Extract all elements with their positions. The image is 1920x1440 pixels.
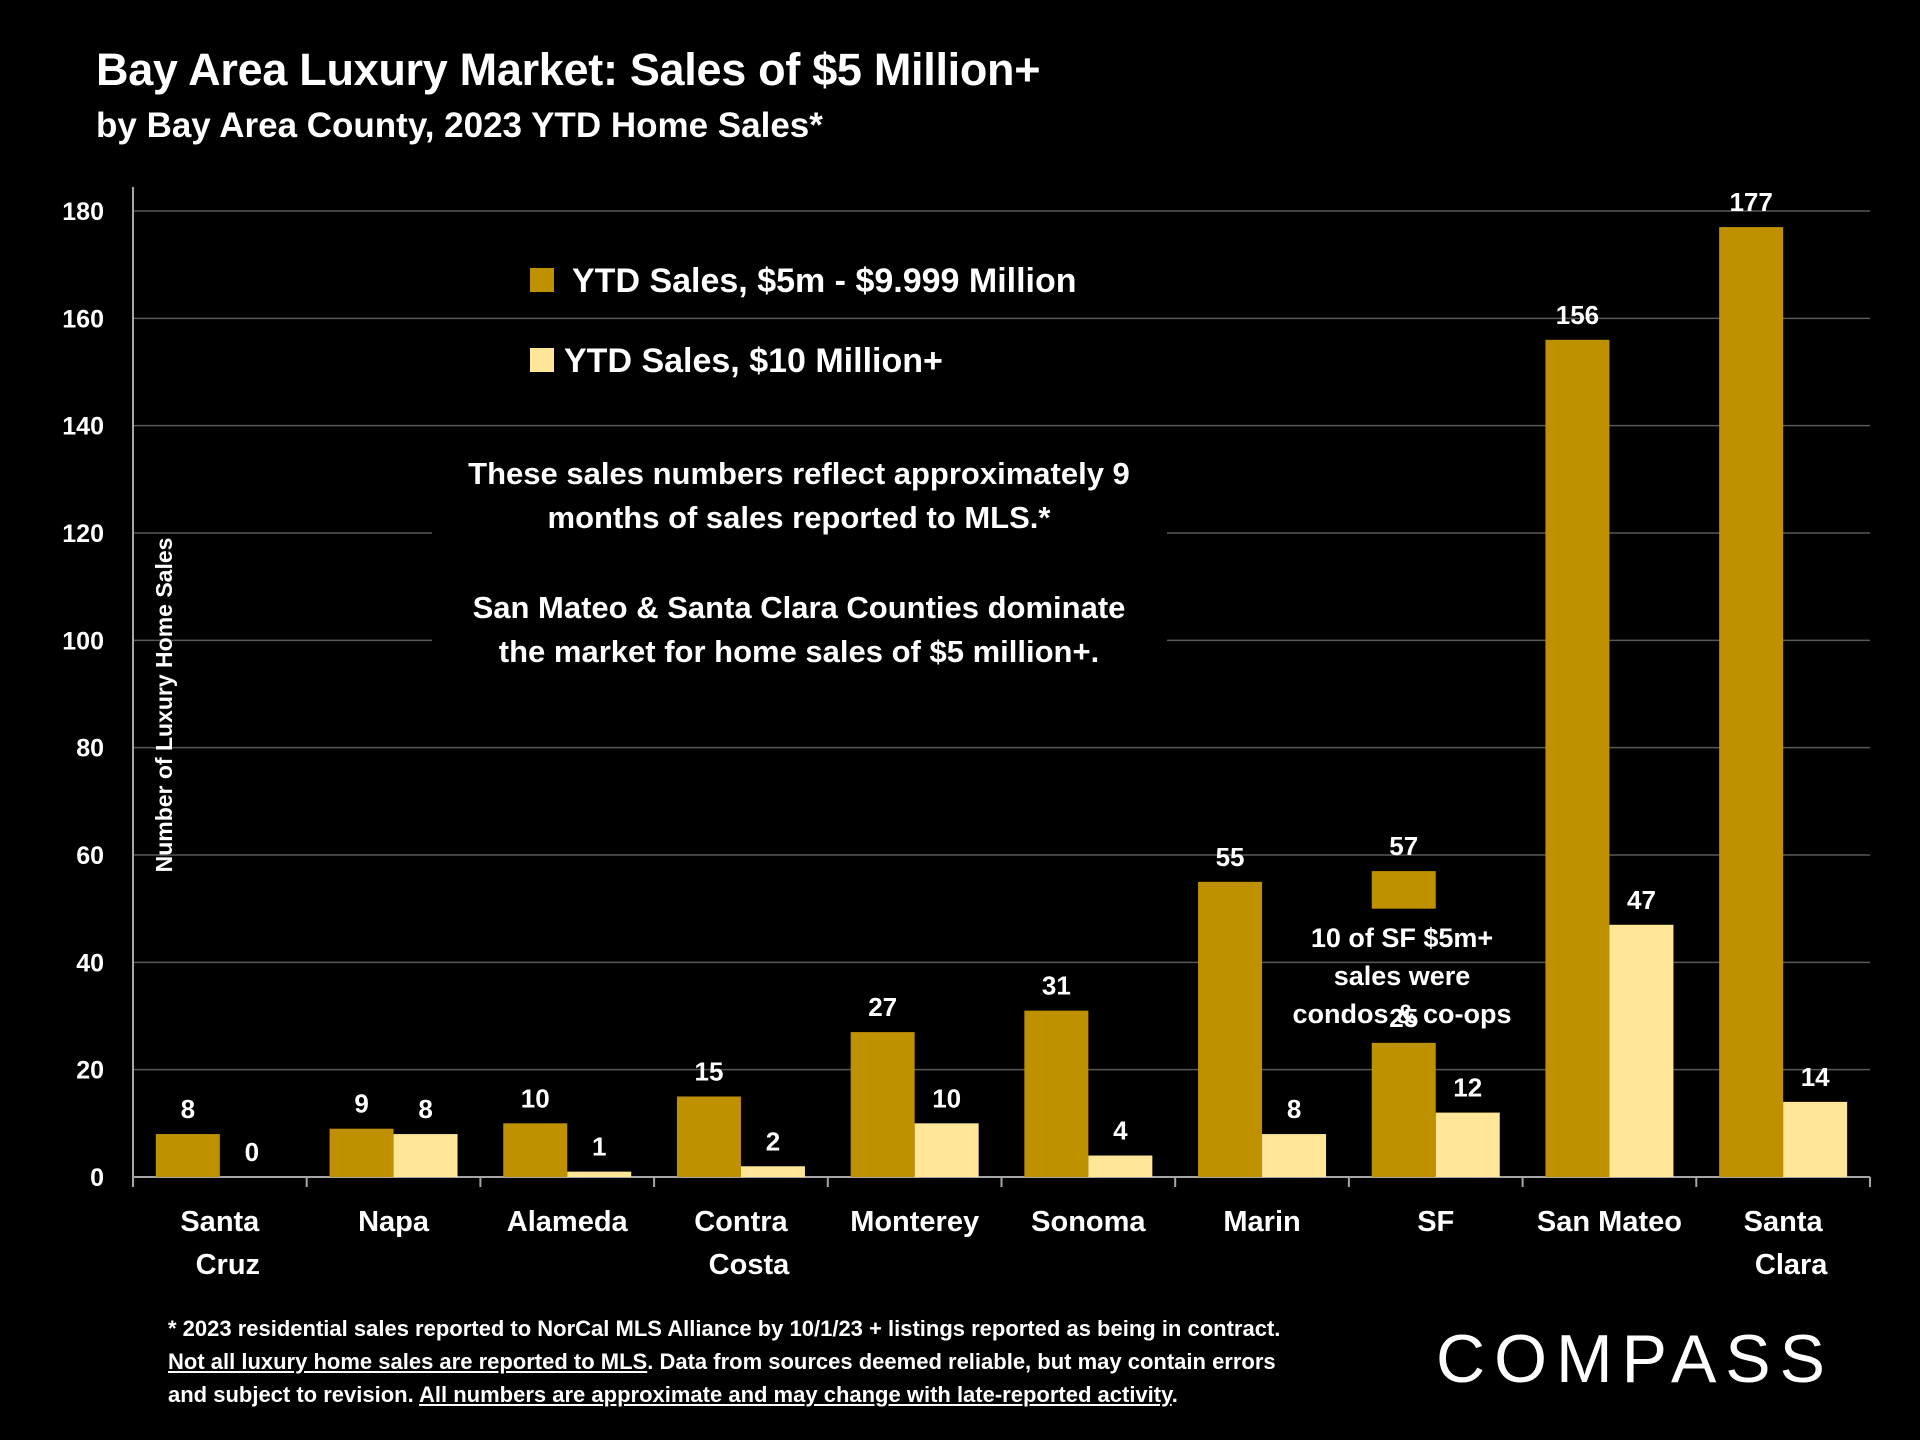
bar-10m-plus bbox=[1435, 1112, 1500, 1177]
data-label: 55 bbox=[1216, 842, 1245, 872]
data-label: 27 bbox=[868, 992, 897, 1022]
footnote-line-3-end: . bbox=[1171, 1382, 1178, 1407]
x-tick-label: Santa bbox=[1744, 1206, 1824, 1238]
bar-10m-plus bbox=[914, 1123, 979, 1177]
legend-label: YTD Sales, $5m - $9.999 Million bbox=[572, 262, 1077, 300]
bar-5m-9m bbox=[155, 1134, 220, 1177]
bar-5m-9m bbox=[676, 1096, 741, 1177]
y-tick-label: 60 bbox=[76, 842, 104, 870]
x-tick-label: Sonoma bbox=[1031, 1206, 1146, 1238]
data-label: 8 bbox=[418, 1094, 432, 1124]
footnote-line-2-rest: . Data from sources deemed reliable, but… bbox=[647, 1349, 1276, 1374]
sf-annotation-line: 10 of SF $5m+ bbox=[1311, 923, 1493, 953]
y-tick-label: 20 bbox=[76, 1057, 104, 1085]
bar-5m-9m bbox=[1371, 1042, 1436, 1177]
x-tick-label: SF bbox=[1417, 1206, 1454, 1238]
data-label: 8 bbox=[181, 1094, 195, 1124]
y-tick-label: 180 bbox=[62, 198, 104, 226]
footnote-line-1: * 2023 residential sales reported to Nor… bbox=[168, 1316, 1281, 1341]
bar-10m-plus bbox=[1609, 924, 1674, 1177]
bar-10m-plus bbox=[1088, 1155, 1153, 1177]
bar-5m-9m bbox=[503, 1123, 568, 1177]
data-label: 10 bbox=[932, 1083, 961, 1113]
annotation-text: These sales numbers reflect approximatel… bbox=[468, 456, 1130, 491]
bar-5m-9m bbox=[850, 1032, 915, 1177]
data-label: 177 bbox=[1729, 187, 1772, 217]
x-tick-label: Marin bbox=[1223, 1206, 1300, 1238]
data-label: 0 bbox=[245, 1137, 259, 1167]
annotation-background bbox=[432, 444, 1167, 680]
data-label-sf-condo: 57 bbox=[1389, 831, 1418, 861]
data-label: 47 bbox=[1627, 885, 1656, 915]
y-tick-label: 80 bbox=[76, 735, 104, 763]
x-tick-label: San Mateo bbox=[1537, 1206, 1682, 1238]
data-label: 15 bbox=[694, 1057, 723, 1087]
bar-5m-9m bbox=[1545, 339, 1610, 1177]
footnote-underlined-1: Not all luxury home sales are reported t… bbox=[168, 1349, 648, 1374]
x-tick-label: Napa bbox=[358, 1206, 430, 1238]
bar-5m-9m bbox=[1719, 227, 1784, 1178]
data-label: 2 bbox=[766, 1126, 780, 1156]
data-label: 14 bbox=[1801, 1062, 1830, 1092]
bar-10m-plus bbox=[1783, 1101, 1848, 1177]
x-tick-label: Contra bbox=[694, 1206, 788, 1238]
footnote-underlined-2: All numbers are approximate and may chan… bbox=[419, 1382, 1172, 1407]
bar-sf-condo-coop bbox=[1371, 871, 1436, 909]
sf-annotation-line: condos & co-ops bbox=[1292, 999, 1511, 1029]
data-label: 4 bbox=[1113, 1116, 1128, 1146]
data-label: 25 bbox=[1389, 1003, 1418, 1033]
annotation-text: months of sales reported to MLS.* bbox=[548, 500, 1052, 535]
footnote-line-2: Not all luxury home sales are reported t… bbox=[168, 1345, 1398, 1378]
footnote-line-3: and subject to revision. All numbers are… bbox=[168, 1378, 1398, 1411]
x-tick-label: Alameda bbox=[507, 1206, 629, 1238]
annotation-text: the market for home sales of $5 million+… bbox=[499, 634, 1099, 669]
y-tick-label: 120 bbox=[62, 520, 104, 548]
footnote: * 2023 residential sales reported to Nor… bbox=[168, 1312, 1398, 1411]
data-label: 31 bbox=[1042, 971, 1071, 1001]
bar-5m-9m bbox=[1198, 881, 1263, 1177]
sf-annotation-line: sales were bbox=[1334, 961, 1471, 991]
legend-swatch bbox=[530, 348, 554, 372]
y-tick-label: 0 bbox=[90, 1164, 104, 1192]
y-tick-label: 100 bbox=[62, 627, 104, 655]
bar-5m-9m bbox=[329, 1128, 394, 1177]
chart-subtitle: by Bay Area County, 2023 YTD Home Sales* bbox=[96, 106, 823, 145]
data-label: 8 bbox=[1287, 1094, 1301, 1124]
compass-logo: COMPASS bbox=[1436, 1321, 1835, 1397]
x-tick-label: Cruz bbox=[196, 1249, 260, 1281]
x-tick-label: Costa bbox=[709, 1249, 790, 1281]
legend-label: YTD Sales, $10 Million+ bbox=[564, 342, 943, 380]
bar-10m-plus bbox=[740, 1166, 805, 1177]
x-tick-label: Santa bbox=[180, 1206, 260, 1238]
bar-5m-9m bbox=[1024, 1010, 1089, 1177]
y-axis-label: Number of Luxury Home Sales bbox=[151, 538, 177, 873]
data-label: 10 bbox=[521, 1083, 550, 1113]
data-label: 9 bbox=[354, 1089, 368, 1119]
y-tick-label: 160 bbox=[62, 305, 104, 333]
legend-swatch bbox=[530, 268, 554, 292]
data-label: 12 bbox=[1453, 1073, 1482, 1103]
annotation-text: San Mateo & Santa Clara Counties dominat… bbox=[473, 590, 1126, 625]
bar-10m-plus bbox=[393, 1134, 458, 1177]
y-tick-label: 140 bbox=[62, 413, 104, 441]
bar-10m-plus bbox=[1262, 1134, 1327, 1177]
data-label: 1 bbox=[592, 1132, 606, 1162]
chart-title: Bay Area Luxury Market: Sales of $5 Mill… bbox=[96, 44, 1041, 95]
x-tick-label: Monterey bbox=[850, 1206, 979, 1238]
y-tick-label: 40 bbox=[76, 949, 104, 977]
x-tick-label: Clara bbox=[1755, 1249, 1828, 1281]
data-label: 156 bbox=[1556, 300, 1599, 330]
bar-10m-plus bbox=[567, 1171, 632, 1177]
footnote-line-3-start: and subject to revision. bbox=[168, 1382, 420, 1407]
